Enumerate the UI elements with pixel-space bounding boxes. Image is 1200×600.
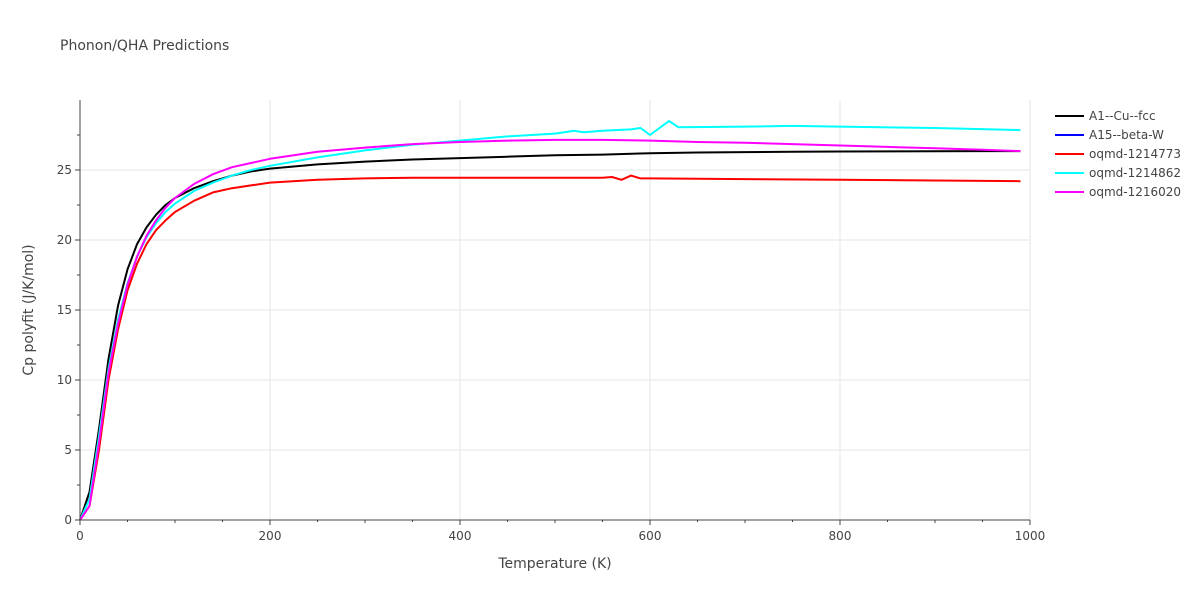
legend-item[interactable]: oqmd-1214862 <box>1055 166 1181 180</box>
y-ticks: 0 5 10 15 20 25 <box>57 134 80 527</box>
series-line-oqmd-1216020[interactable] <box>79 138 1021 521</box>
x-tick-label: 400 <box>449 529 472 543</box>
y-axis-title: Cp polyfit (J/K/mol) <box>21 244 37 375</box>
legend-label: A15--beta-W <box>1089 128 1164 142</box>
legend-item[interactable]: oqmd-1214773 <box>1055 147 1181 161</box>
x-tick-label: 200 <box>259 529 282 543</box>
y-tick-label: 25 <box>57 163 72 177</box>
series-line-A1--Cu--fcc[interactable] <box>79 150 1021 521</box>
x-tick-label: 800 <box>829 529 852 543</box>
legend-label: A1--Cu--fcc <box>1089 109 1156 123</box>
legend-item[interactable]: A1--Cu--fcc <box>1055 109 1156 123</box>
x-tick-label: 0 <box>76 529 84 543</box>
y-tick-label: 10 <box>57 373 72 387</box>
legend-label: oqmd-1216020 <box>1089 185 1181 199</box>
y-tick-label: 0 <box>64 513 72 527</box>
x-tick-label: 600 <box>639 529 662 543</box>
legend-label: oqmd-1214773 <box>1089 147 1181 161</box>
series-line-oqmd-1214773[interactable] <box>79 174 1021 521</box>
y-tick-label: 15 <box>57 303 72 317</box>
x-tick-label: 1000 <box>1015 529 1046 543</box>
x-axis-title: Temperature (K) <box>497 556 611 572</box>
legend[interactable]: A1--Cu--fcc A15--beta-W oqmd-1214773 oqmd-1… <box>1055 109 1181 199</box>
legend-item[interactable]: oqmd-1216020 <box>1055 185 1181 199</box>
plot-area[interactable] <box>79 120 1021 521</box>
legend-label: oqmd-1214862 <box>1089 166 1181 180</box>
grid <box>80 100 1031 520</box>
y-tick-label: 20 <box>57 233 72 247</box>
x-ticks: 0 200 400 600 800 1000 <box>76 520 1045 543</box>
legend-item[interactable]: A15--beta-W <box>1055 128 1164 142</box>
y-tick-label: 5 <box>64 443 72 457</box>
chart-title: Phonon/QHA Predictions <box>60 38 229 54</box>
